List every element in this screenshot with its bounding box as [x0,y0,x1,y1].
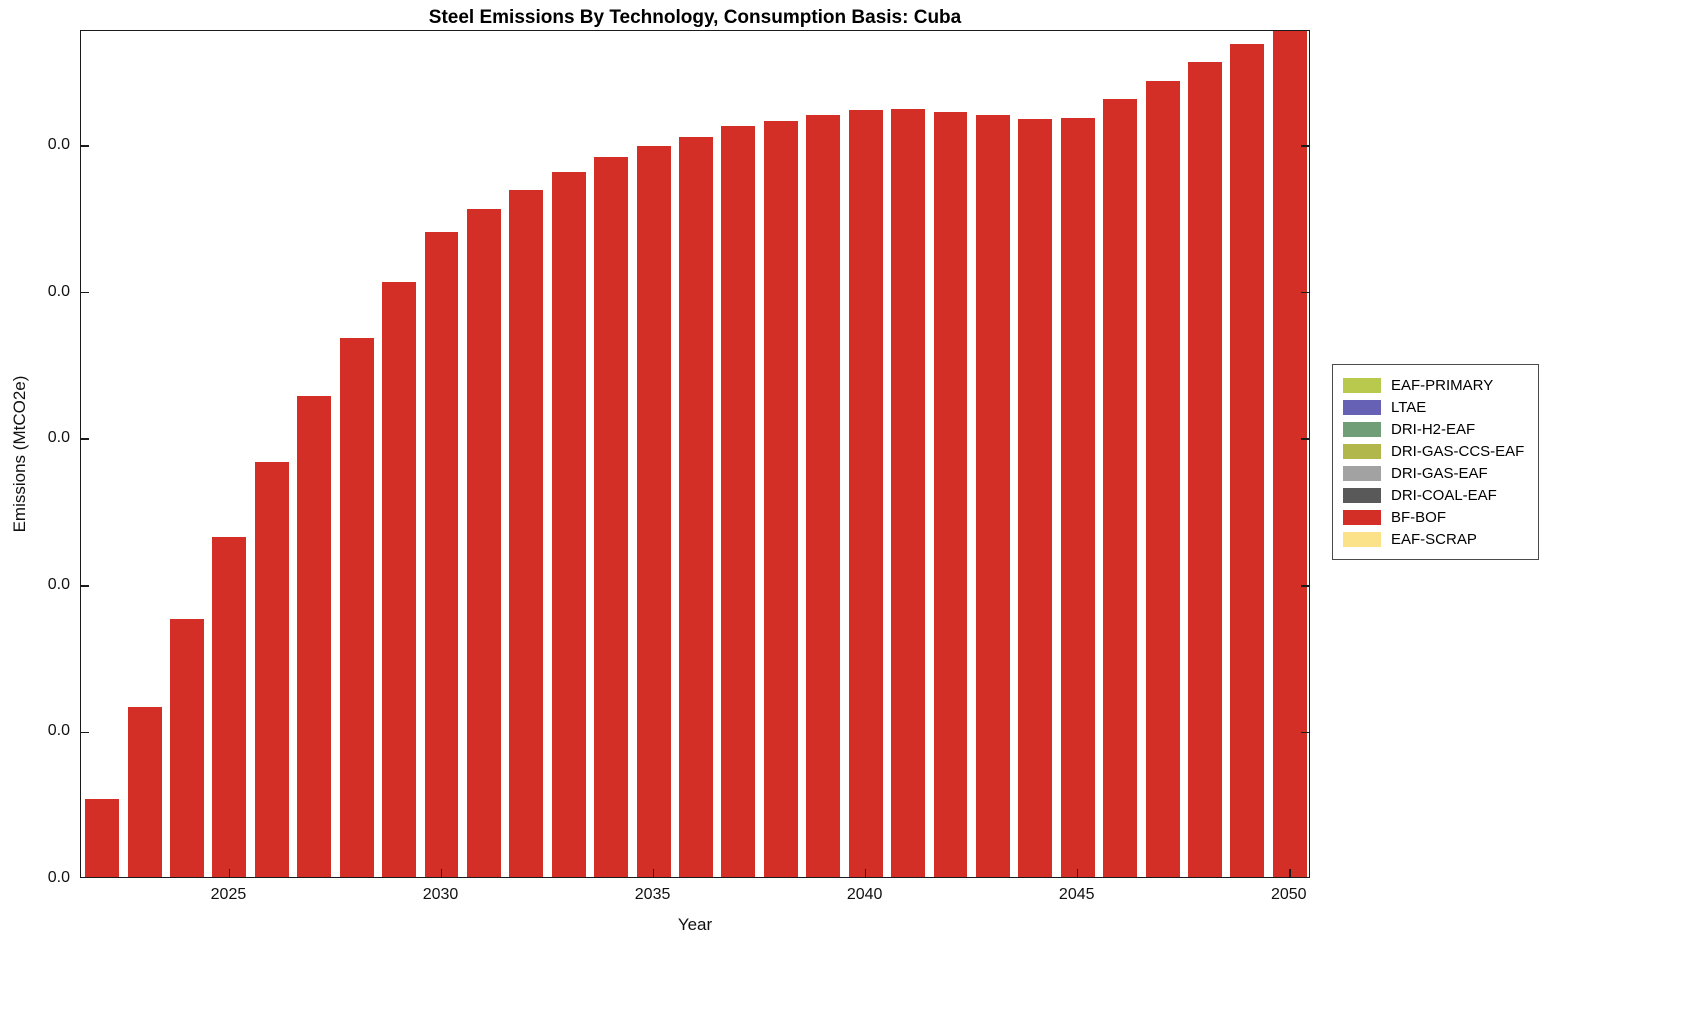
y-tick-mark [81,291,89,294]
legend-label: DRI-COAL-EAF [1391,486,1497,504]
y-tick-label: 0.0 [47,722,70,740]
bar-bf-bof-2029 [382,281,417,877]
legend-swatch [1343,531,1381,547]
y-tick-mark [81,145,89,147]
x-tick-label: 2050 [1270,886,1307,903]
x-tick-mark [1076,869,1079,877]
legend-entry-ltae: LTAE [1343,396,1524,418]
bar-bf-bof-2025 [212,536,247,877]
y-tick-label: 0.0 [47,575,70,593]
x-tick-label: 2045 [1058,886,1095,903]
legend-entry-bf-bof: BF-BOF [1343,506,1524,528]
x-tick-mark [228,869,231,877]
bar-bf-bof-2030 [424,232,459,877]
x-tick-mark [1289,869,1291,877]
plot-area [80,30,1310,878]
x-tick-label: 2040 [846,886,883,903]
legend-label: EAF-SCRAP [1391,530,1477,548]
legend-entry-dri-gas-eaf: DRI-GAS-EAF [1343,462,1524,484]
bar-bf-bof-2023 [127,706,162,877]
legend: EAF-PRIMARY LTAE DRI-H2-EAF DRI-GAS-CCS-EAF… [1332,364,1540,560]
bar-bf-bof-2047 [1145,81,1180,877]
y-tick-mark [1301,731,1309,734]
legend-entry-dri-coal-eaf: DRI-COAL-EAF [1343,484,1524,506]
bar-bf-bof-2034 [594,157,629,877]
y-tick-label: 0.0 [47,869,70,886]
x-tick-mark [864,869,867,877]
bar-bf-bof-2027 [297,396,332,877]
chart-title: Steel Emissions By Technology, Consumpti… [428,7,962,28]
legend-label: LTAE [1391,398,1427,416]
y-tick-mark [81,731,89,734]
y-tick-mark [1301,145,1309,147]
y-tick-mark [81,438,89,440]
legend-label: DRI-GAS-EAF [1391,464,1488,482]
y-tick-mark [1301,878,1309,879]
y-tick-label: 0.0 [47,136,70,154]
bar-bf-bof-2022 [85,799,120,877]
legend-label: DRI-H2-EAF [1391,420,1476,438]
bar-bf-bof-2028 [339,337,374,877]
bar-bf-bof-2046 [1103,98,1138,877]
bar-bf-bof-2031 [466,208,501,877]
x-tick-label: 2025 [210,886,247,903]
x-tick-mark [440,869,443,877]
bar-bf-bof-2045 [1060,117,1095,877]
y-tick-mark [81,585,89,587]
legend-swatch [1343,509,1381,525]
bar-bf-bof-2036 [679,136,713,877]
bar-bf-bof-2035 [636,145,671,877]
x-tick-label: 2035 [634,886,671,903]
bar-bf-bof-2043 [975,114,1010,877]
bar-bf-bof-2024 [170,619,204,877]
bar-bf-bof-2041 [891,108,926,877]
legend-swatch [1343,443,1381,459]
legend-entry-eaf-scrap: EAF-SCRAP [1343,528,1524,550]
legend-entry-eaf-primary: EAF-PRIMARY [1343,374,1524,396]
bar-bf-bof-2044 [1018,119,1053,877]
legend-entry-dri-h2-eaf: DRI-H2-EAF [1343,418,1524,440]
legend-swatch [1343,399,1381,415]
legend-swatch [1343,421,1381,437]
bar-bf-bof-2048 [1188,61,1222,877]
bar-bf-bof-2039 [806,114,841,877]
legend-label: DRI-GAS-CCS-EAF [1391,442,1525,460]
legend-entry-dri-gas-ccs-eaf: DRI-GAS-CCS-EAF [1343,440,1524,462]
y-tick-label: 0.0 [47,429,70,447]
bar-bf-bof-2042 [933,111,968,877]
bar-bf-bof-2037 [721,126,756,877]
x-axis-label: Year [677,915,713,934]
bar-bf-bof-2038 [763,120,798,877]
legend-swatch [1343,377,1381,393]
y-tick-mark [1301,438,1309,440]
bar-bf-bof-2040 [848,110,883,877]
legend-swatch [1343,487,1381,503]
y-tick-mark [1301,585,1309,587]
legend-label: EAF-PRIMARY [1391,376,1494,394]
x-tick-mark [652,869,655,877]
y-tick-mark [81,878,89,879]
bar-bf-bof-2033 [551,171,586,877]
bar-bf-bof-2032 [509,189,544,877]
legend-label: BF-BOF [1391,508,1446,526]
bar-bf-bof-2050 [1272,31,1307,877]
bar-bf-bof-2026 [254,462,289,877]
x-tick-label: 2030 [422,886,459,903]
y-tick-label: 0.0 [47,282,70,300]
y-axis-label: Emissions (MtCO2e) [10,375,29,533]
legend-swatch [1343,465,1381,481]
bar-bf-bof-2049 [1230,44,1265,877]
y-tick-mark [1301,291,1309,294]
